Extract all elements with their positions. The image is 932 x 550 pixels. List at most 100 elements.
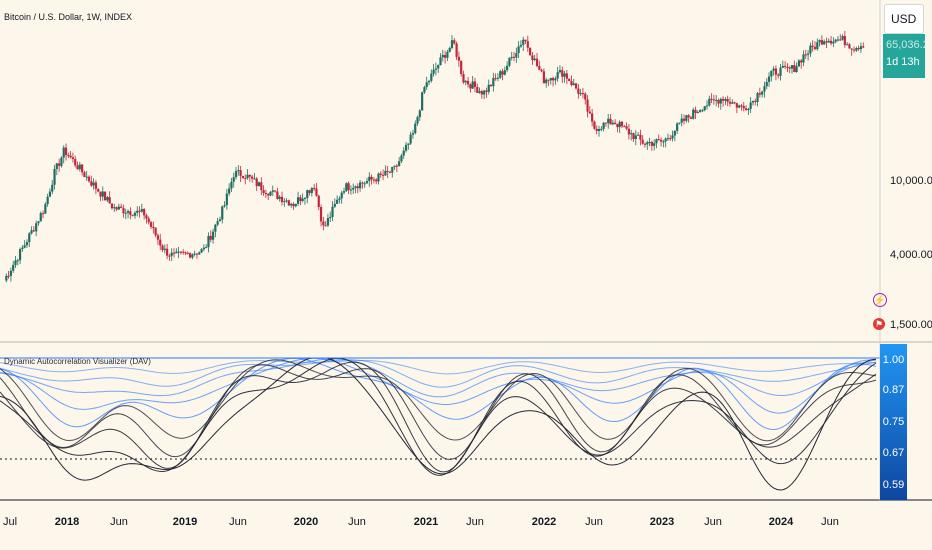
- lightning-icon[interactable]: ⚡: [873, 293, 887, 307]
- candle-body: [299, 197, 302, 202]
- candle-body: [692, 109, 695, 119]
- candle-body: [795, 66, 798, 73]
- candle-body: [767, 76, 771, 82]
- candle-body: [602, 122, 605, 129]
- candle-body: [99, 191, 102, 197]
- indicator-title: Dynamic Autocorrelation Visualizer (DAV): [4, 357, 151, 366]
- price-tick-label: 1,500.00: [890, 319, 932, 331]
- time-tick-label: Jun: [821, 516, 839, 528]
- candle-body: [701, 110, 704, 112]
- candle-body: [460, 60, 463, 75]
- candle-body: [211, 231, 215, 240]
- candle-body: [774, 68, 778, 75]
- currency-selector-button[interactable]: USD: [884, 4, 924, 34]
- candle-body: [607, 118, 610, 124]
- flag-icon[interactable]: ⚑: [873, 318, 885, 330]
- candle-body: [574, 83, 578, 89]
- candle-body: [545, 79, 548, 84]
- candle-body: [64, 147, 68, 156]
- autocorrelation-line: [0, 357, 877, 414]
- candle-body: [501, 71, 504, 75]
- candle-body: [39, 213, 42, 222]
- candle-body: [825, 41, 828, 43]
- candle-body: [58, 163, 61, 166]
- candle-body: [83, 172, 86, 177]
- candle-body: [494, 78, 497, 80]
- candle-body: [365, 180, 369, 184]
- candle-body: [650, 141, 653, 146]
- candle-body: [781, 65, 784, 68]
- candle-body: [278, 196, 281, 199]
- candle-body: [159, 239, 162, 246]
- candle-body: [839, 39, 842, 41]
- candle-body: [202, 247, 205, 250]
- candle-body: [572, 83, 575, 85]
- candle-body: [145, 215, 148, 219]
- candle-body: [262, 190, 265, 193]
- candle-body: [852, 49, 856, 51]
- candle-body: [620, 121, 624, 127]
- candle-body: [336, 199, 339, 204]
- candle-body: [55, 163, 58, 170]
- candle-body: [308, 190, 311, 193]
- candle-body: [18, 249, 22, 261]
- candle-body: [354, 186, 357, 188]
- candle-body: [689, 117, 693, 119]
- candle-body: [25, 242, 29, 246]
- candle-body: [315, 188, 318, 196]
- candle-body: [820, 40, 823, 45]
- last-price-tag: 65,036.26 1d 13h: [883, 34, 925, 78]
- candle-body: [120, 206, 123, 209]
- candle-body: [846, 44, 849, 46]
- candle-body: [122, 208, 125, 214]
- candle-body: [705, 105, 709, 107]
- candle-body: [811, 45, 814, 47]
- candle-body: [425, 82, 428, 88]
- candle-body: [671, 135, 674, 139]
- autocorrelation-line: [0, 358, 877, 398]
- candle-body: [195, 253, 199, 255]
- candle-body: [740, 105, 743, 107]
- candle-body: [117, 206, 120, 210]
- candle-body: [503, 70, 506, 75]
- candle-body: [90, 181, 93, 186]
- candle-body: [62, 147, 65, 158]
- candle-body: [529, 47, 532, 56]
- candle-body: [143, 209, 146, 216]
- candle-body: [230, 181, 233, 189]
- candle-body: [74, 159, 77, 166]
- candle-body: [51, 184, 54, 192]
- candle-body: [76, 165, 79, 170]
- candle-body: [744, 108, 748, 110]
- time-tick-label: Jun: [585, 516, 603, 528]
- price-tick-label: 4,000.00: [890, 249, 932, 261]
- candle-body: [430, 73, 433, 81]
- candle-body: [94, 182, 97, 189]
- candle-body: [843, 36, 846, 46]
- candle-body: [5, 275, 8, 281]
- candle-body: [370, 176, 373, 180]
- time-tick-label: Jun: [110, 516, 128, 528]
- candle-body: [770, 70, 773, 77]
- candle-body: [657, 139, 660, 141]
- candle-body: [710, 98, 713, 100]
- candle-body: [152, 226, 155, 228]
- candle-body: [232, 177, 235, 182]
- candle-body: [648, 141, 651, 143]
- candle-body: [131, 214, 134, 216]
- candle-body: [726, 98, 729, 102]
- candle-body: [391, 166, 394, 173]
- candle-body: [453, 40, 456, 44]
- candle-body: [103, 191, 107, 201]
- candle-body: [301, 198, 304, 202]
- candle-body: [41, 213, 45, 215]
- candle-body: [646, 142, 649, 145]
- candle-body: [614, 122, 617, 124]
- candle-body: [480, 91, 483, 95]
- candle-body: [407, 143, 410, 145]
- candle-body: [237, 170, 240, 172]
- candle-body: [450, 40, 454, 48]
- candle-body: [377, 173, 380, 182]
